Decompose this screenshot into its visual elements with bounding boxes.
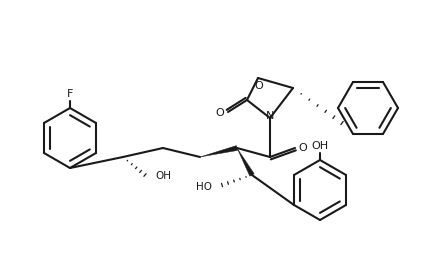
Text: HO: HO xyxy=(196,182,212,192)
Text: N: N xyxy=(266,111,274,121)
Text: O: O xyxy=(216,108,224,118)
Text: O: O xyxy=(299,143,307,153)
Text: OH: OH xyxy=(311,141,329,151)
Polygon shape xyxy=(200,145,238,157)
Polygon shape xyxy=(237,148,254,176)
Text: F: F xyxy=(67,89,73,99)
Text: OH: OH xyxy=(155,171,171,181)
Text: O: O xyxy=(255,81,263,91)
